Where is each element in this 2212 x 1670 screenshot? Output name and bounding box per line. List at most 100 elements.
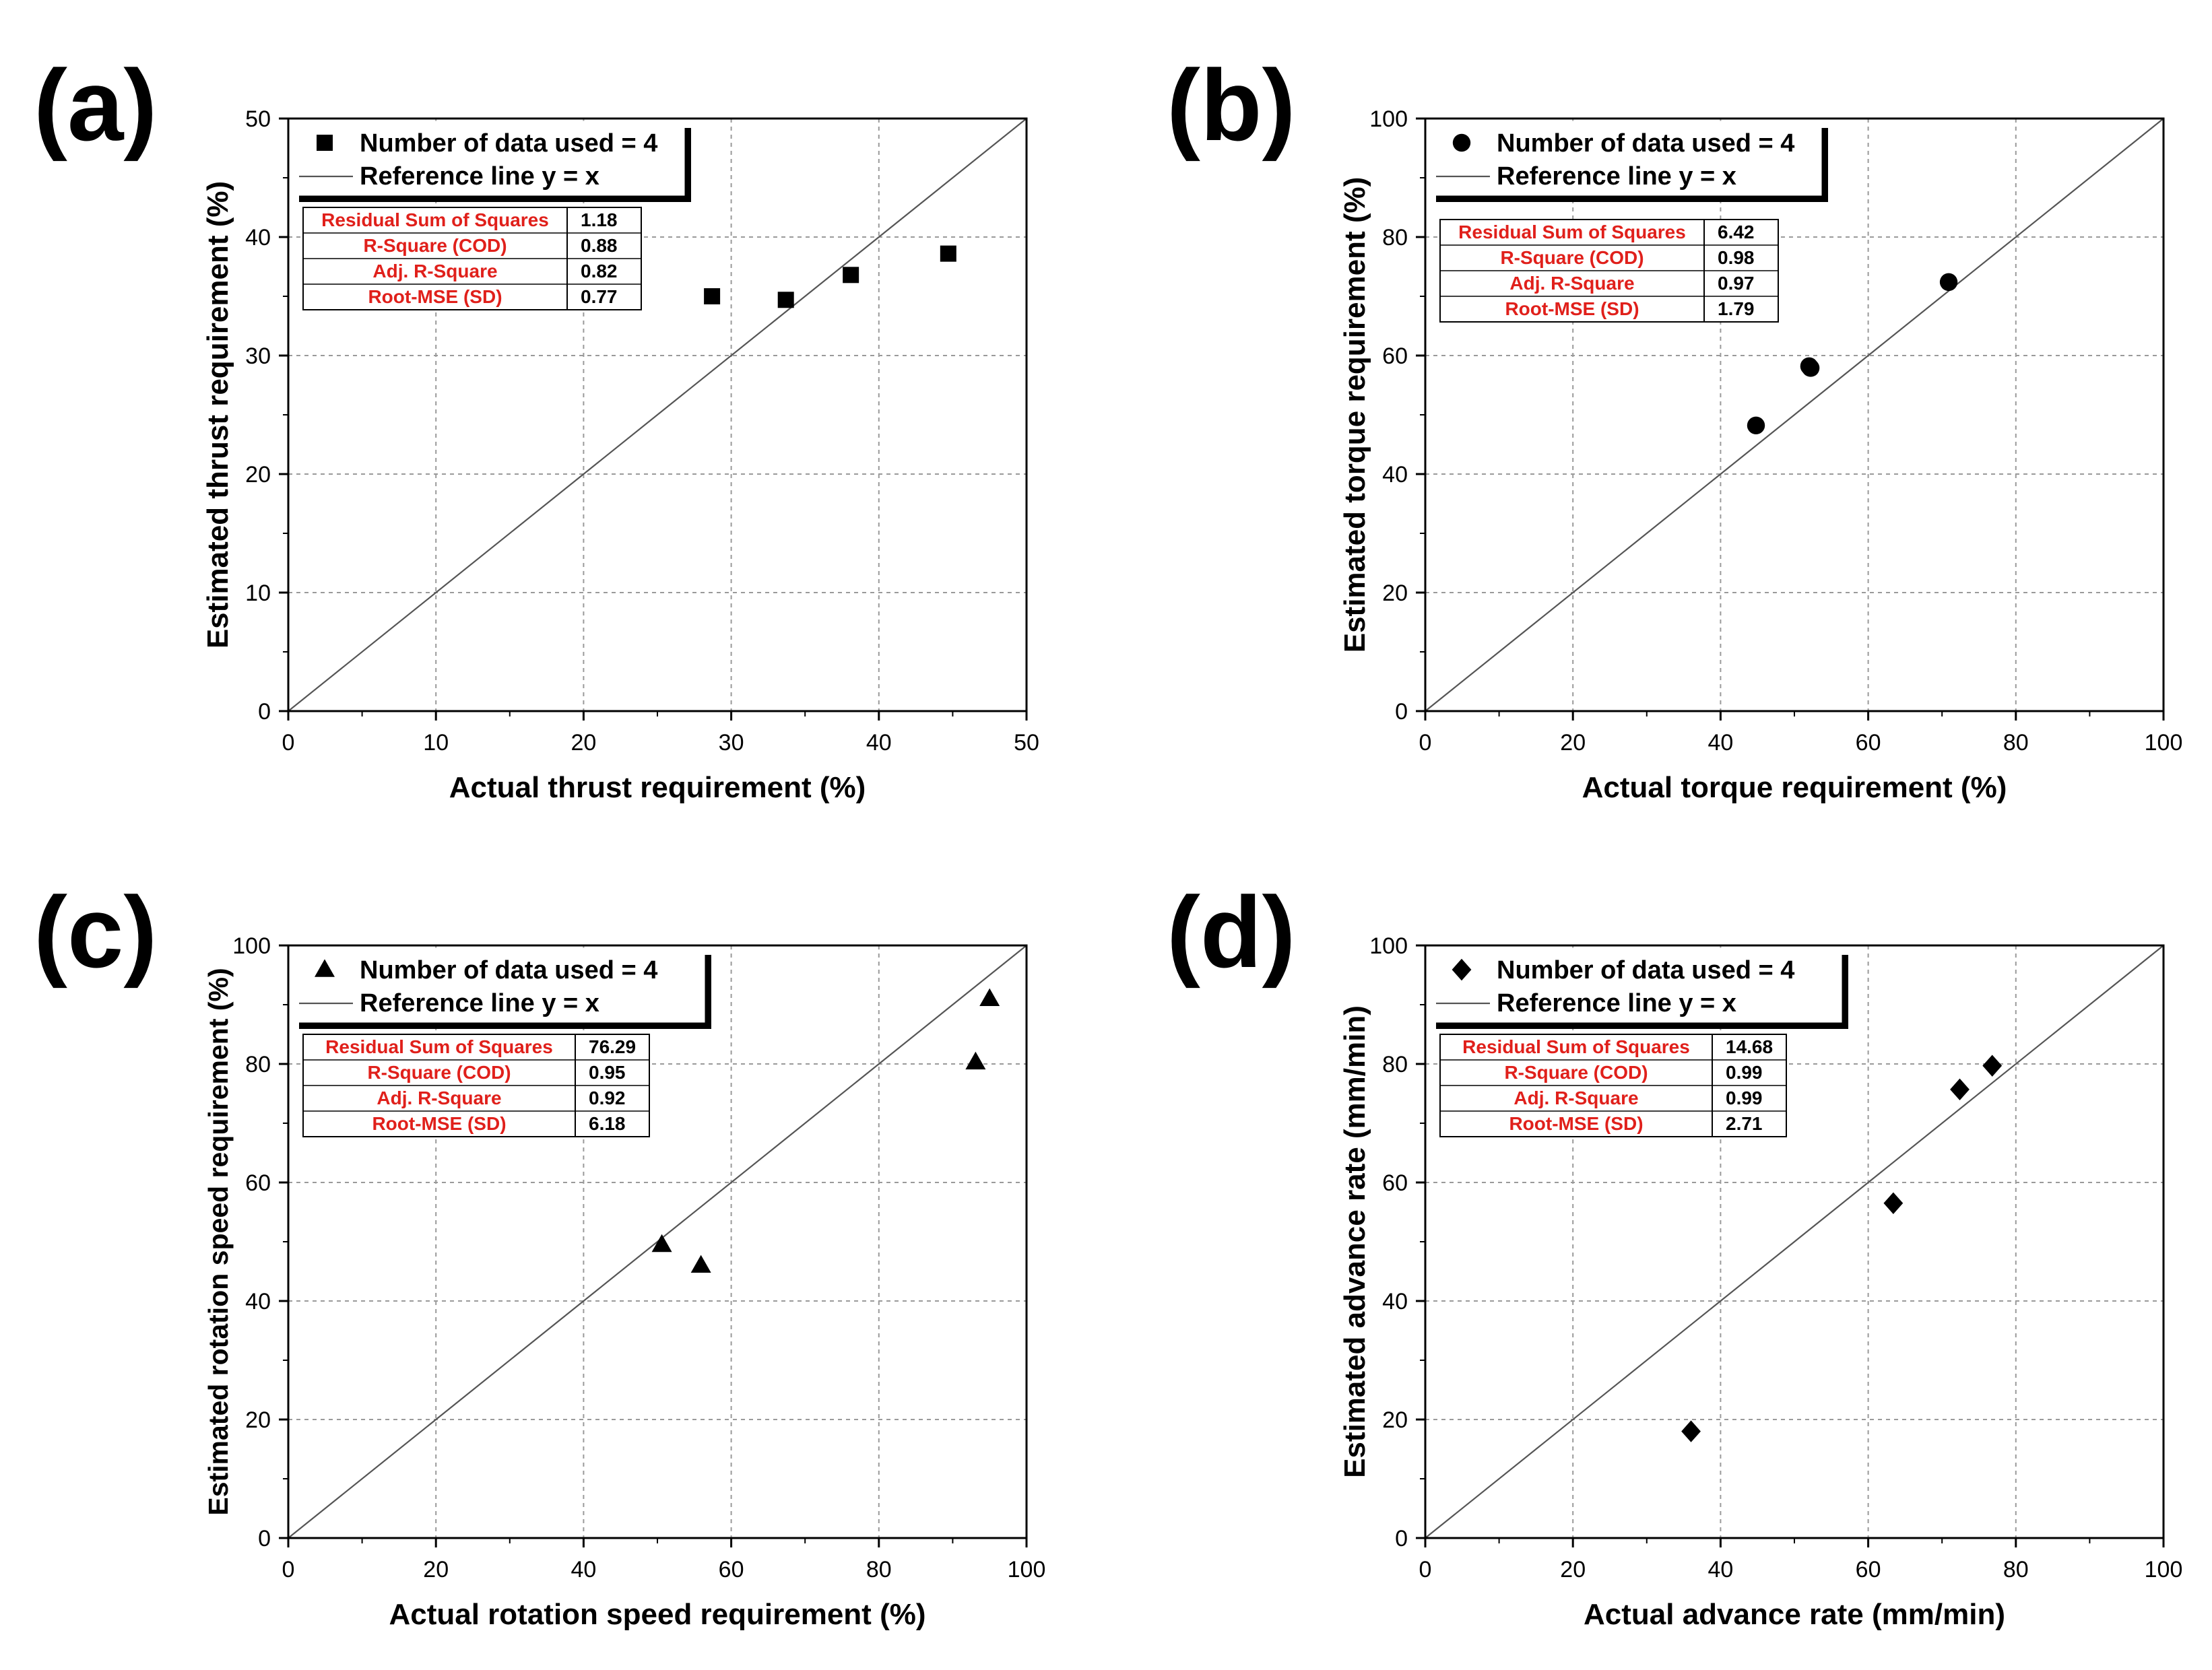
legend-line-label: Reference line y = x: [360, 162, 599, 191]
stat-value: 0.99: [1726, 1088, 1763, 1108]
data-point: [1982, 1055, 2003, 1077]
y-tick-label: 0: [1395, 1526, 1408, 1551]
stat-value: 6.18: [589, 1113, 626, 1134]
x-tick-label: 40: [866, 730, 892, 756]
legend-marker: [315, 959, 335, 977]
y-tick-label: 60: [245, 1170, 271, 1196]
reference-line: [1425, 945, 2164, 1539]
stat-name: Adj. R-Square: [372, 261, 497, 281]
stat-value: 0.77: [581, 286, 618, 307]
panel-letter: (a): [34, 48, 157, 162]
y-tick-label: 100: [1369, 106, 1408, 132]
panel-letter: (b): [1167, 48, 1296, 162]
x-tick-label: 100: [2145, 1557, 2183, 1582]
stat-value: 0.88: [581, 235, 618, 256]
stat-name: Adj. R-Square: [1514, 1088, 1638, 1108]
data-point: [1800, 357, 1819, 376]
legend-series-label: Number of data used = 4: [1497, 956, 1794, 984]
x-tick-label: 50: [1014, 730, 1039, 756]
data-point: [1950, 1078, 1970, 1101]
x-tick-label: 0: [1419, 730, 1432, 756]
stat-name: Root-MSE (SD): [368, 286, 502, 307]
y-tick-label: 50: [245, 106, 271, 132]
x-tick-label: 100: [1008, 1557, 1046, 1582]
stat-value: 1.79: [1718, 298, 1755, 319]
legend-series-label: Number of data used = 4: [360, 956, 657, 984]
x-axis-title: Actual thrust requirement (%): [449, 771, 866, 804]
legend-series-label: Number of data used = 4: [360, 129, 657, 158]
reference-line: [288, 118, 1027, 712]
y-tick-label: 0: [258, 1526, 271, 1551]
y-tick-label: 20: [245, 462, 271, 488]
y-tick-label: 20: [1382, 1407, 1408, 1433]
stat-name: Root-MSE (SD): [372, 1113, 506, 1134]
stat-name: R-Square (COD): [363, 235, 507, 256]
x-tick-label: 20: [423, 1557, 449, 1582]
chart-panel-c: (c) 0 20 40 60 80 100 0 20 40 60 80 100 Actual rotati…: [34, 875, 1045, 1631]
stat-value: 0.95: [589, 1062, 626, 1083]
panel-letter: (c): [34, 875, 157, 989]
x-axis-title: Actual torque requirement (%): [1582, 771, 2007, 804]
y-tick-label: 60: [1382, 343, 1408, 369]
stat-name: Residual Sum of Squares: [325, 1036, 553, 1057]
x-tick-label: 20: [571, 730, 596, 756]
data-point: [1939, 273, 1958, 292]
legend-marker: [1452, 958, 1472, 981]
stat-value: 0.99: [1726, 1062, 1763, 1083]
data-point: [1747, 416, 1765, 435]
legend: Number of data used = 4 Reference line y …: [299, 956, 657, 1017]
x-tick-label: 0: [282, 730, 295, 756]
x-tick-label: 80: [2003, 1557, 2029, 1582]
stat-name: Root-MSE (SD): [1505, 298, 1639, 319]
y-tick-label: 0: [258, 699, 271, 725]
legend: Number of data used = 4 Reference line y …: [1436, 129, 1794, 191]
legend-marker: [1452, 133, 1471, 152]
y-tick-label: 80: [1382, 1052, 1408, 1077]
legend: Number of data used = 4 Reference line y …: [1436, 956, 1794, 1017]
x-tick-label: 60: [1856, 730, 1881, 756]
reference-line: [1425, 118, 2164, 712]
x-tick-label: 0: [1419, 1557, 1432, 1582]
data-point: [1883, 1192, 1904, 1214]
x-tick-label: 80: [2003, 730, 2029, 756]
stat-name: Adj. R-Square: [1509, 273, 1634, 294]
y-axis-title: Estimated thrust requirement (%): [201, 181, 234, 648]
data-point: [979, 988, 1000, 1006]
legend-marker: [317, 135, 333, 151]
reference-line: [288, 945, 1027, 1539]
data-point: [940, 245, 956, 262]
y-axis-title: Estimated advance rate (mm/min): [1338, 1005, 1371, 1478]
x-axis-title: Actual advance rate (mm/min): [1584, 1598, 2005, 1631]
stat-name: Adj. R-Square: [377, 1088, 501, 1108]
y-tick-label: 20: [245, 1407, 271, 1433]
data-point: [843, 267, 859, 283]
x-tick-label: 40: [1707, 1557, 1733, 1582]
chart-panel-a: (a) 0 10 20 30 40 50 0 10 20 30 40 50 Actual thrust r…: [34, 48, 1039, 804]
x-tick-label: 10: [423, 730, 449, 756]
y-tick-label: 40: [245, 225, 271, 250]
y-tick-label: 100: [1369, 933, 1408, 959]
legend-line-label: Reference line y = x: [360, 989, 599, 1017]
chart-panel-d: (d) 0 20 40 60 80 100 0 20 40 60 80 100 Actual advanc…: [1167, 875, 2182, 1631]
stat-name: Residual Sum of Squares: [1458, 222, 1686, 242]
data-point: [1681, 1420, 1701, 1442]
stat-value: 76.29: [589, 1036, 636, 1057]
stat-value: 0.97: [1718, 273, 1755, 294]
stat-name: R-Square (COD): [367, 1062, 511, 1083]
stat-name: Residual Sum of Squares: [1462, 1036, 1690, 1057]
x-tick-label: 40: [571, 1557, 596, 1582]
x-tick-label: 40: [1707, 730, 1733, 756]
panel-letter: (d): [1167, 875, 1296, 989]
y-tick-label: 0: [1395, 699, 1408, 725]
x-tick-label: 100: [2145, 730, 2183, 756]
data-point: [651, 1234, 672, 1252]
data-point: [690, 1255, 711, 1273]
x-tick-label: 20: [1560, 1557, 1586, 1582]
x-tick-label: 80: [866, 1557, 892, 1582]
x-tick-label: 0: [282, 1557, 295, 1582]
y-tick-label: 100: [232, 933, 271, 959]
stat-value: 0.92: [589, 1088, 626, 1108]
stat-value: 6.42: [1718, 222, 1755, 242]
x-tick-label: 60: [1856, 1557, 1881, 1582]
legend-line-label: Reference line y = x: [1497, 162, 1736, 191]
